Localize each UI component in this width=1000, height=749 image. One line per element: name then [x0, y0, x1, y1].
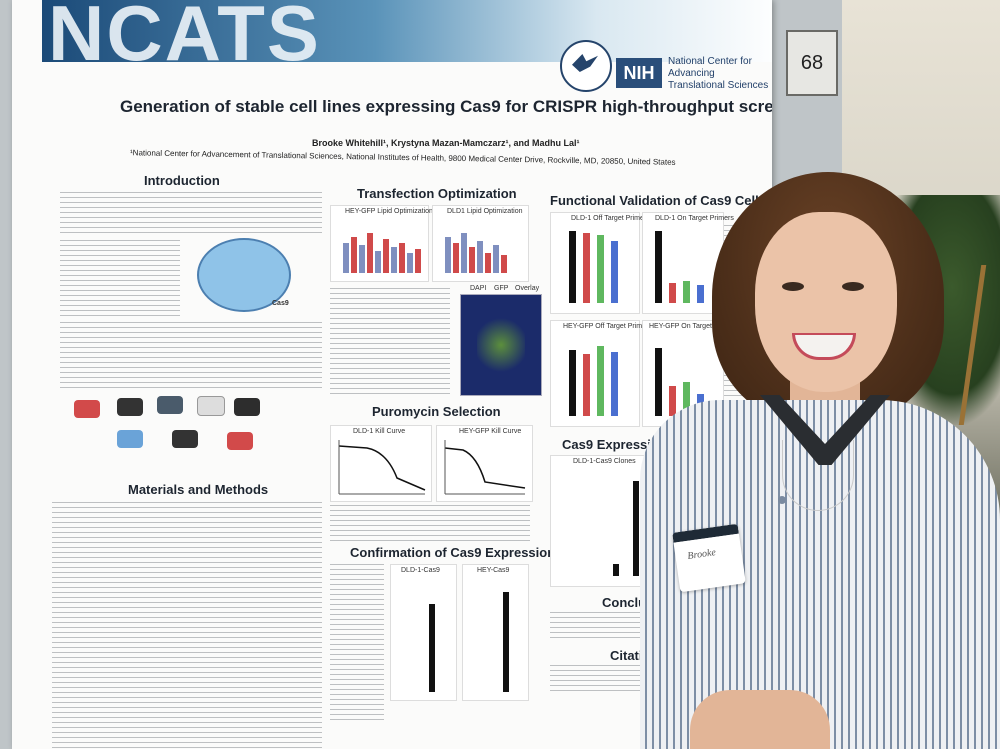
incubator-icon	[234, 398, 260, 416]
overlay-label: Overlay	[515, 285, 540, 292]
hey-cas9-chart: HEY-Cas9	[462, 564, 529, 701]
dapi-label: DAPI	[470, 285, 487, 292]
dld-kill-label: DLD-1 Kill Curve	[353, 428, 406, 435]
transfection-icon	[117, 398, 143, 416]
cell-culture-icon	[74, 400, 100, 418]
dld-on-chart: DLD-1 On Target Primers	[642, 212, 734, 314]
dld-off-bars	[565, 228, 635, 303]
hey-off-label: HEY-GFP Off Target Primers	[563, 323, 652, 330]
hey-lipid-bars	[341, 228, 423, 273]
research-poster: NCATS NIH National Center for Advancing …	[12, 0, 772, 749]
clone-bar-1	[633, 481, 639, 576]
pipette-icon	[117, 430, 143, 448]
pendant	[778, 496, 786, 504]
dld-on-bars	[651, 228, 719, 303]
microscopy-image	[460, 294, 542, 396]
hey-cas9-bar	[503, 592, 509, 692]
transfection-text	[330, 288, 450, 398]
person-hands	[690, 690, 830, 749]
dld-lipid-label: DLD1 Lipid Optimization	[447, 208, 523, 215]
dld-off-label: DLD-1 Off Target Primers	[571, 215, 650, 222]
right-eye	[842, 282, 864, 291]
hey-cas9-label: HEY-Cas9	[477, 567, 510, 574]
flask-icon	[227, 432, 253, 450]
plate-icon	[157, 396, 183, 414]
clone-bar-2	[613, 564, 619, 576]
puromycin-text	[330, 505, 530, 541]
intro-text	[60, 192, 322, 237]
poster-title: Generation of stable cell lines expressi…	[120, 97, 772, 116]
name-tag-text: Brooke	[686, 547, 717, 562]
materials-text	[52, 502, 322, 749]
necklace	[782, 440, 854, 511]
hey-lipid-label: HEY-GFP Lipid Optimization	[345, 208, 433, 215]
cas9-diagram	[197, 238, 291, 312]
poster-affiliation: ¹National Center for Advancement of Tran…	[129, 148, 676, 167]
section-materials: Materials and Methods	[128, 482, 269, 497]
nih-logo: NIH	[616, 58, 662, 88]
hey-kill-line	[444, 440, 526, 495]
cells-icon	[197, 396, 225, 416]
dld-lipid-bars	[443, 228, 523, 273]
intro-text-3	[60, 322, 322, 392]
section-introduction: Introduction	[144, 173, 220, 188]
left-eye	[782, 282, 804, 291]
org-name: National Center for Advancing Translatio…	[668, 56, 769, 91]
dld-kill-curve: DLD-1 Kill Curve	[330, 425, 432, 502]
dld-off-chart: DLD-1 Off Target Primers	[550, 212, 650, 314]
dld-clones-chart: DLD-1-Cas9 Clones	[550, 455, 652, 587]
confirmation-text	[330, 564, 384, 724]
dld-clones-label: DLD-1-Cas9 Clones	[573, 458, 636, 465]
dld-cas9-bar	[429, 604, 435, 692]
hey-off-bars	[565, 341, 635, 416]
poster-authors: Brooke Whitehill¹, Krystyna Mazan-Mamcza…	[312, 138, 580, 148]
dld-cas9-label: DLD-1-Cas9	[401, 567, 440, 574]
machine-icon	[172, 430, 198, 448]
intro-text-2	[60, 240, 180, 320]
section-functional: Functional Validation of Cas9 Cell Lines	[550, 193, 772, 208]
hey-lipid-chart: HEY-GFP Lipid Optimization	[330, 205, 433, 282]
person-face	[755, 212, 897, 392]
hey-kill-label: HEY-GFP Kill Curve	[459, 428, 522, 435]
dld-kill-line	[338, 440, 426, 495]
hey-off-chart: HEY-GFP Off Target Primers	[550, 320, 652, 427]
dld-lipid-chart: DLD1 Lipid Optimization	[432, 205, 529, 282]
ncats-logo: NCATS	[48, 0, 321, 77]
poster-banner	[42, 0, 772, 62]
section-puromycin: Puromycin Selection	[372, 404, 501, 419]
hey-on-label: HEY-GFP On Target Primers	[649, 323, 738, 330]
cas9-diagram-label: Cas9	[272, 300, 289, 307]
hhs-seal-icon	[560, 40, 612, 92]
dld-on-label: DLD-1 On Target Primers	[655, 215, 734, 222]
dld-cas9-chart: DLD-1-Cas9	[390, 564, 457, 701]
gfp-label: GFP	[494, 285, 509, 292]
hey-kill-curve: HEY-GFP Kill Curve	[436, 425, 533, 502]
section-transfection: Transfection Optimization	[357, 186, 517, 201]
section-confirmation: Confirmation of Cas9 Expression	[350, 545, 556, 560]
booth-number: 68	[786, 30, 838, 96]
name-tag: Brooke	[672, 523, 746, 593]
